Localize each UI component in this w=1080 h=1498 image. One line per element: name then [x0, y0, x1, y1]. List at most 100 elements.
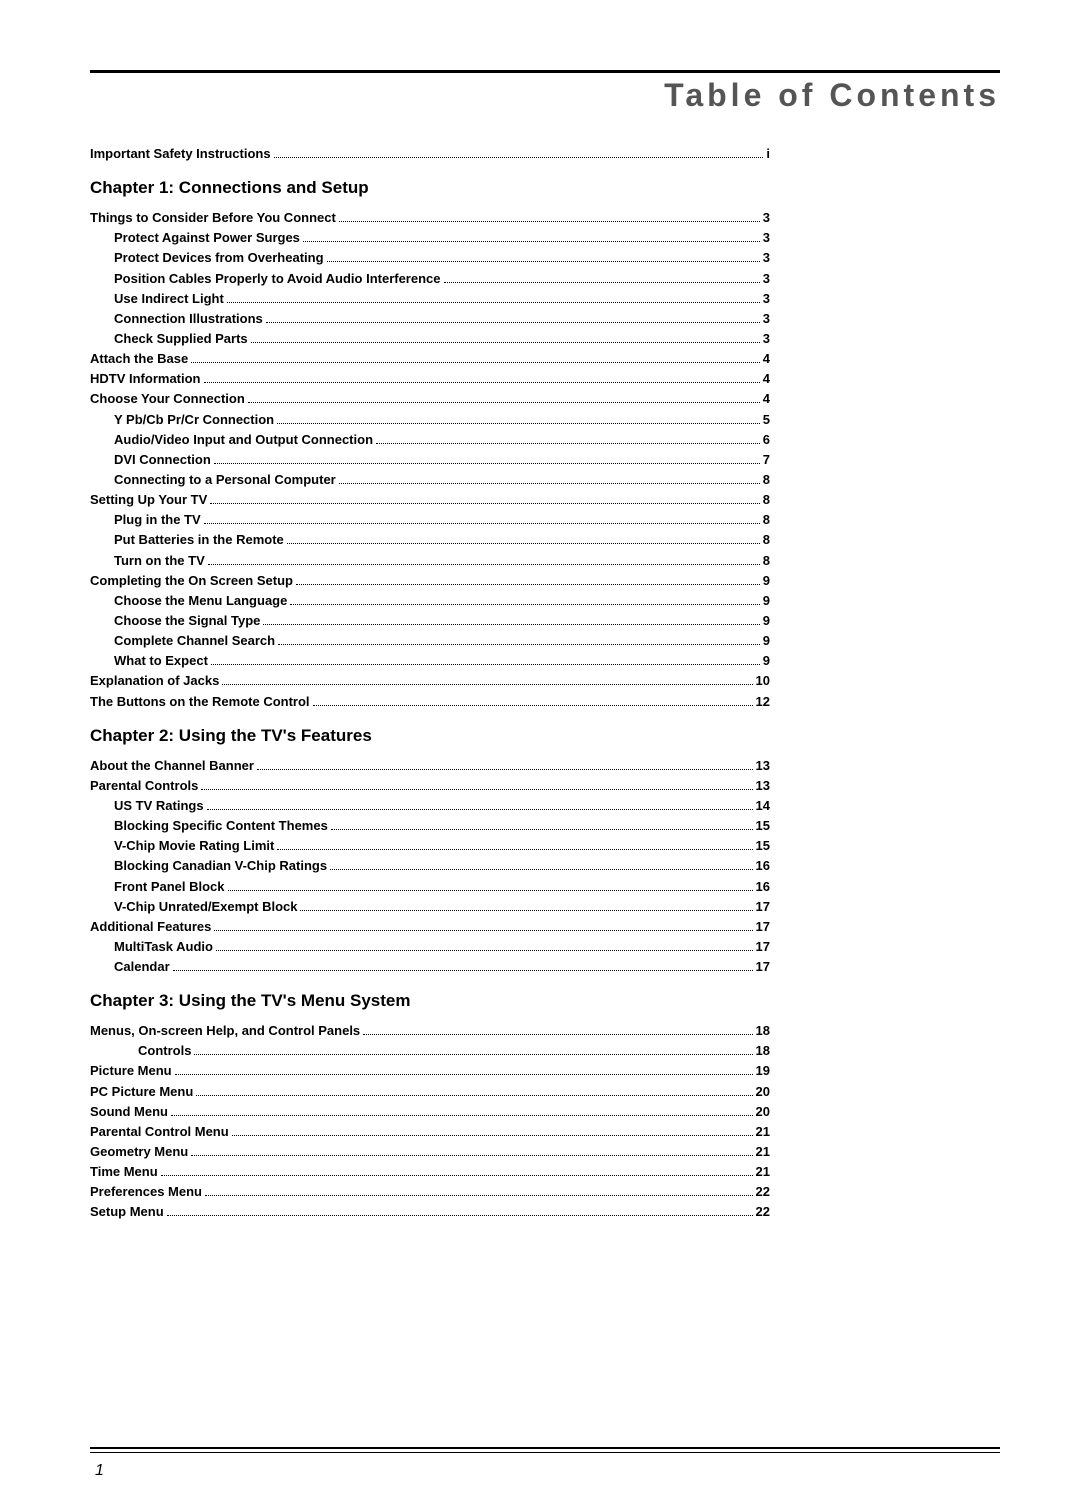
table-of-contents: Important Safety Instructionsi Chapter 1:…: [90, 144, 770, 1223]
toc-entry: Protect Devices from Overheating3: [90, 248, 770, 268]
toc-leader-dots: [278, 644, 760, 645]
toc-entry-label: Front Panel Block: [114, 877, 225, 897]
toc-entry-page: i: [766, 144, 770, 164]
toc-entry-page: 3: [763, 208, 770, 228]
toc-entry: Connection Illustrations 3: [90, 309, 770, 329]
toc-entry: Choose the Signal Type9: [90, 611, 770, 631]
toc-entry-label: Connection Illustrations: [114, 309, 263, 329]
toc-entry: Setup Menu22: [90, 1202, 770, 1222]
toc-entry-label: What to Expect: [114, 651, 208, 671]
toc-entry: Choose the Menu Language 9: [90, 591, 770, 611]
toc-entry-page: 16: [756, 856, 770, 876]
toc-entry: Controls18: [90, 1041, 770, 1061]
toc-entry-label: HDTV Information: [90, 369, 201, 389]
toc-entry-page: 3: [763, 309, 770, 329]
toc-entry-page: 22: [756, 1202, 770, 1222]
toc-entry-page: 3: [763, 228, 770, 248]
toc-leader-dots: [191, 1155, 752, 1156]
toc-entry: Parental Controls13: [90, 776, 770, 796]
toc-leader-dots: [277, 423, 760, 424]
toc-entry-page: 10: [756, 671, 770, 691]
toc-entry-label: Setting Up Your TV: [90, 490, 207, 510]
toc-leader-dots: [251, 342, 760, 343]
toc-leader-dots: [296, 584, 760, 585]
toc-entry: V-Chip Movie Rating Limit 15: [90, 836, 770, 856]
toc-entry-page: 20: [756, 1082, 770, 1102]
toc-entry: Protect Against Power Surges3: [90, 228, 770, 248]
toc-entry: What to Expect 9: [90, 651, 770, 671]
toc-entry: Turn on the TV8: [90, 551, 770, 571]
toc-leader-dots: [248, 402, 760, 403]
toc-entry-page: 15: [756, 836, 770, 856]
toc-entry-page: 8: [763, 470, 770, 490]
toc-leader-dots: [327, 261, 760, 262]
toc-entry: US TV Ratings14: [90, 796, 770, 816]
toc-entry: Explanation of Jacks 10: [90, 671, 770, 691]
toc-leader-dots: [300, 910, 752, 911]
toc-entry-page: 3: [763, 289, 770, 309]
toc-entry: Connecting to a Personal Computer8: [90, 470, 770, 490]
toc-leader-dots: [444, 282, 760, 283]
chapter-heading: Chapter 1: Connections and Setup: [90, 178, 770, 198]
toc-entry-label: Explanation of Jacks: [90, 671, 219, 691]
toc-entry: Blocking Canadian V-Chip Ratings16: [90, 856, 770, 876]
toc-entry: Attach the Base4: [90, 349, 770, 369]
toc-entry-page: 19: [756, 1061, 770, 1081]
toc-entry-label: Use Indirect Light: [114, 289, 224, 309]
toc-entry: MultiTask Audio17: [90, 937, 770, 957]
toc-entry-label: Protect Devices from Overheating: [114, 248, 324, 268]
toc-entry: DVI Connection7: [90, 450, 770, 470]
toc-entry: Blocking Specific Content Themes15: [90, 816, 770, 836]
toc-entry: Sound Menu20: [90, 1102, 770, 1122]
toc-leader-dots: [208, 564, 760, 565]
toc-entry-page: 8: [763, 551, 770, 571]
toc-entry: Important Safety Instructionsi: [90, 144, 770, 164]
toc-leader-dots: [363, 1034, 752, 1035]
toc-entry: Front Panel Block 16: [90, 877, 770, 897]
toc-entry: Additional Features17: [90, 917, 770, 937]
toc-entry-label: MultiTask Audio: [114, 937, 213, 957]
toc-entry-label: Completing the On Screen Setup: [90, 571, 293, 591]
toc-leader-dots: [161, 1175, 753, 1176]
toc-entry-page: 7: [763, 450, 770, 470]
toc-leader-dots: [201, 789, 752, 790]
toc-leader-dots: [339, 221, 760, 222]
toc-entry-page: 14: [756, 796, 770, 816]
toc-entry-label: V-Chip Movie Rating Limit: [114, 836, 274, 856]
toc-entry: About the Channel Banner13: [90, 756, 770, 776]
toc-entry-page: 22: [756, 1182, 770, 1202]
toc-leader-dots: [194, 1054, 752, 1055]
toc-leader-dots: [232, 1135, 753, 1136]
toc-entry-page: 12: [756, 692, 770, 712]
toc-entry-label: Attach the Base: [90, 349, 188, 369]
toc-entry-label: Time Menu: [90, 1162, 158, 1182]
toc-entry: Audio/Video Input and Output Connection6: [90, 430, 770, 450]
toc-entry-page: 9: [763, 591, 770, 611]
toc-entry-page: 16: [756, 877, 770, 897]
toc-entry: Geometry Menu21: [90, 1142, 770, 1162]
toc-entry: Y Pb/Cb Pr/Cr Connection 5: [90, 410, 770, 430]
toc-entry-label: Calendar: [114, 957, 170, 977]
page-title: Table of Contents: [90, 77, 1000, 114]
toc-entry-label: Parental Controls: [90, 776, 198, 796]
toc-entry-page: 9: [763, 651, 770, 671]
toc-entry-label: About the Channel Banner: [90, 756, 254, 776]
toc-entry-label: Choose the Signal Type: [114, 611, 260, 631]
toc-leader-dots: [173, 970, 753, 971]
toc-leader-dots: [214, 463, 760, 464]
toc-entry-page: 17: [756, 957, 770, 977]
toc-leader-dots: [263, 624, 759, 625]
toc-entry-label: Geometry Menu: [90, 1142, 188, 1162]
toc-entry-page: 15: [756, 816, 770, 836]
toc-entry-page: 17: [756, 897, 770, 917]
toc-entry-label: Put Batteries in the Remote: [114, 530, 284, 550]
toc-entry: Menus, On-screen Help, and Control Panel…: [90, 1021, 770, 1041]
toc-entry-label: Menus, On-screen Help, and Control Panel…: [90, 1021, 360, 1041]
toc-entry-label: Choose the Menu Language: [114, 591, 287, 611]
toc-leader-dots: [214, 930, 752, 931]
toc-leader-dots: [290, 604, 759, 605]
toc-entry: Complete Channel Search9: [90, 631, 770, 651]
toc-leader-dots: [211, 664, 760, 665]
header-rule: [90, 70, 1000, 73]
chapter-heading: Chapter 3: Using the TV's Menu System: [90, 991, 770, 1011]
